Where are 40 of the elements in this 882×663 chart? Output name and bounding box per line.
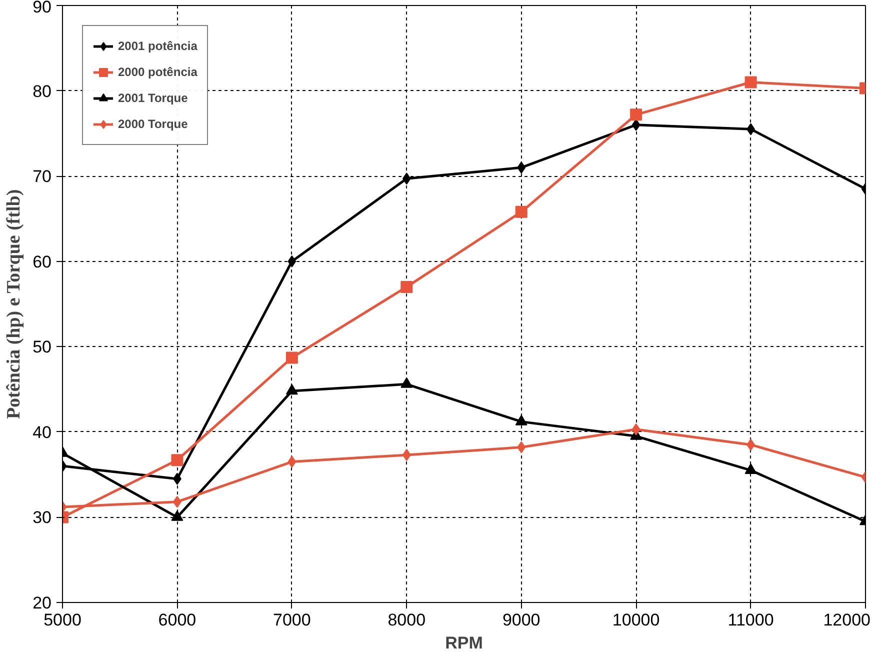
x-tick-label: 11000 [728,610,774,630]
point [171,454,184,466]
point [630,108,642,121]
point [402,448,411,461]
x-tick-label: 8000 [388,610,426,630]
point [286,384,298,395]
x-tick-label: 12000 [823,610,871,630]
legend-label: 2001 Torque [118,91,188,105]
y-tick-label: 30 [32,508,52,528]
point [288,456,296,468]
x-tick-label: 9000 [502,610,540,630]
y-tick-label: 80 [32,82,52,101]
y-tick-label: 40 [32,422,52,442]
point [517,162,526,174]
y-axis-title: Potência (hp) e Torque (ftlb) [4,189,25,420]
point [171,510,184,521]
legend-label: 2000 potência [118,65,198,79]
x-tick-label: 10000 [612,610,660,630]
x-tick-label: 7000 [273,610,311,630]
legend-label: 2000 Torque [118,117,188,131]
point [402,172,411,185]
y-tick-label: 90 [32,0,52,16]
y-tick-label: 20 [32,594,52,612]
point [286,352,298,364]
point [632,423,640,436]
point [517,441,526,454]
point [744,76,757,88]
y-tick-label: 60 [32,252,52,272]
point [400,377,413,388]
x-tick-label: 6000 [158,610,196,630]
x-axis-title: RPM [445,634,483,652]
point [515,414,528,426]
legend-label: 2001 potência [118,39,198,53]
point [515,206,528,218]
y-tick-label: 70 [32,167,52,186]
point [400,280,413,293]
point [288,255,296,268]
x-tick-label: 5000 [44,610,82,630]
point [744,463,757,474]
y-tick-label: 50 [32,338,52,357]
